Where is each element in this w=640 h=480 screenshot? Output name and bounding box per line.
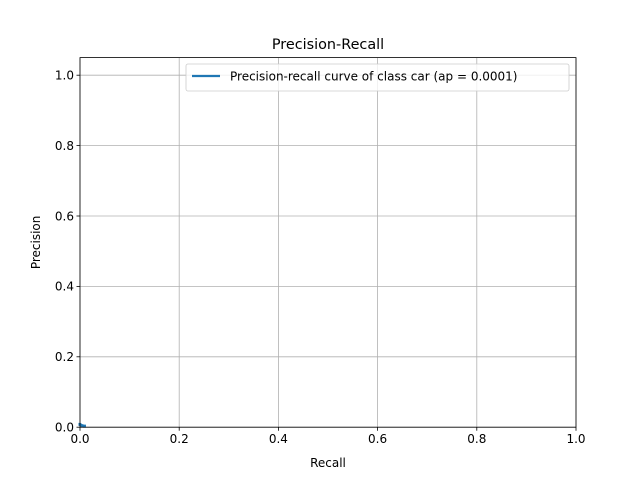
y-tick-label: 0.4	[55, 280, 74, 294]
y-tick-label: 0.6	[55, 209, 74, 223]
y-tick-label: 0.0	[55, 421, 74, 435]
axes-frame	[79, 57, 577, 428]
x-tick-label: 0.8	[467, 432, 486, 446]
y-tick-label: 0.8	[55, 139, 74, 153]
chart-title: Precision-Recall	[272, 37, 384, 53]
x-tick-label: 0.2	[170, 432, 189, 446]
legend-box	[185, 63, 570, 92]
y-axis-label: Precision	[29, 216, 43, 270]
grid-lines	[79, 57, 577, 428]
y-tick-label: 1.0	[55, 69, 74, 83]
plot-lines	[78, 422, 86, 428]
axis-ticks: 0.0 0.2 0.4 0.6 0.8 1.0 0.0 0.2 0.4 0.6 0.8 1.0	[55, 69, 586, 447]
y-tick-label: 0.2	[55, 350, 74, 364]
x-tick-label: 0.4	[269, 432, 288, 446]
x-tick-label: 0.0	[70, 432, 89, 446]
legend-entry-label: Precision-recall curve of class car (ap …	[230, 70, 517, 84]
legend: Precision-recall curve of class car (ap …	[185, 63, 570, 92]
precision-recall-curve	[78, 422, 86, 428]
x-axis-label: Recall	[310, 456, 346, 470]
x-tick-label: 1.0	[566, 432, 585, 446]
x-tick-label: 0.6	[368, 432, 387, 446]
